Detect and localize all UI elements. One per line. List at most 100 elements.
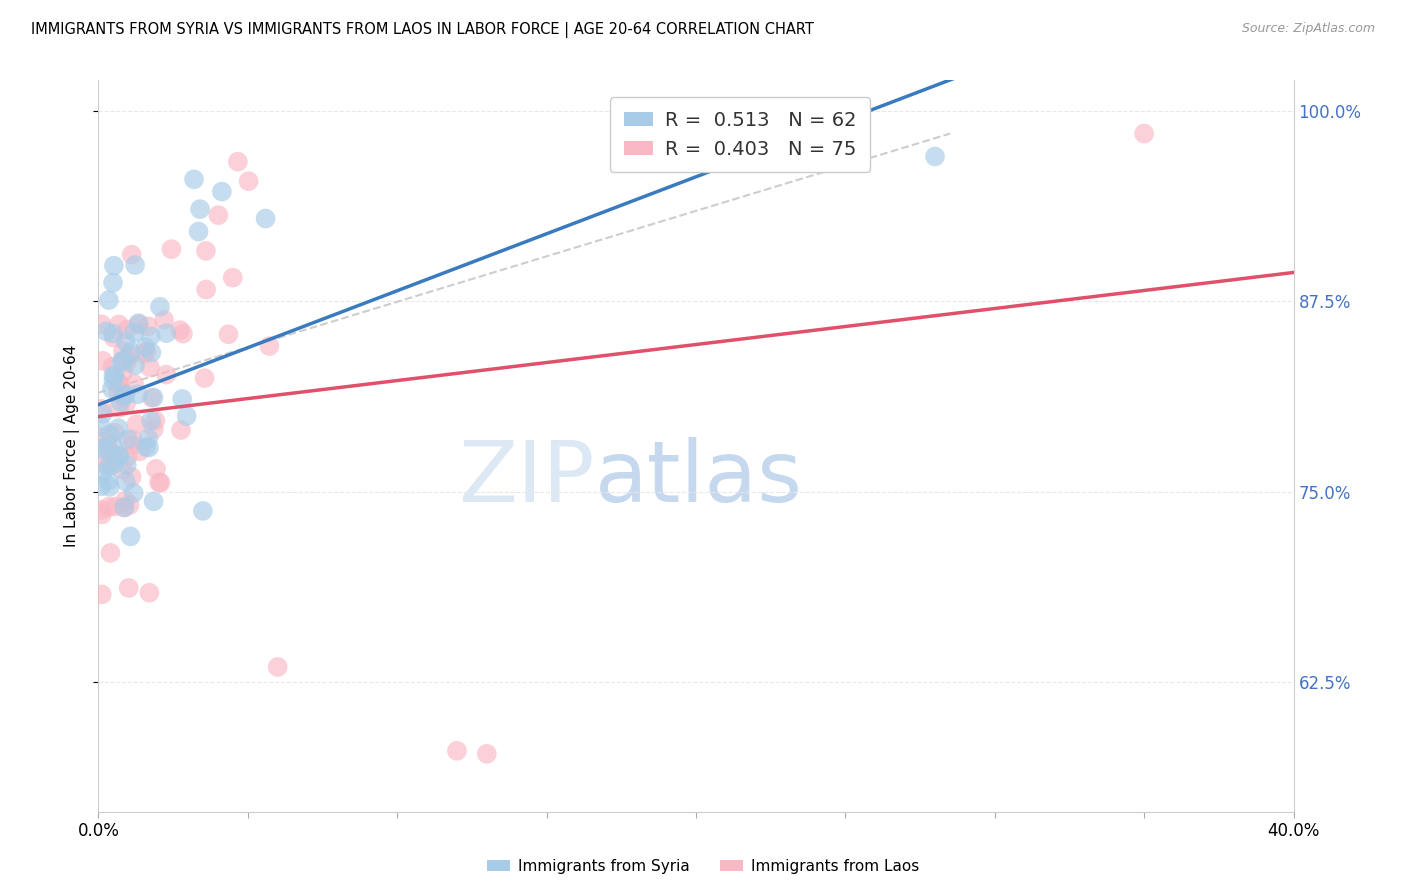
Point — [128, 318, 150, 332]
Point — [155, 368, 177, 382]
Point — [90, 503, 112, 517]
Point — [114, 389, 136, 403]
Point — [103, 458, 125, 472]
Point — [90, 479, 112, 493]
Point — [195, 283, 218, 297]
Text: IMMIGRANTS FROM SYRIA VS IMMIGRANTS FROM LAOS IN LABOR FORCE | AGE 20-64 CORRELA: IMMIGRANTS FROM SYRIA VS IMMIGRANTS FROM… — [31, 22, 814, 38]
Point — [148, 475, 170, 490]
Point — [114, 500, 136, 515]
Point — [121, 248, 143, 262]
Point — [97, 458, 120, 473]
Point — [90, 419, 112, 434]
Point — [90, 442, 112, 456]
Point — [114, 351, 136, 366]
Point — [124, 258, 146, 272]
Point — [238, 174, 260, 188]
Point — [115, 356, 138, 370]
Point — [108, 376, 131, 391]
Point — [115, 458, 138, 472]
Point — [135, 344, 157, 359]
Point — [97, 293, 120, 307]
Point — [139, 329, 162, 343]
Point — [115, 334, 138, 349]
Point — [172, 326, 194, 341]
Point — [118, 498, 141, 512]
Point — [475, 747, 498, 761]
Point — [924, 149, 946, 163]
Point — [139, 413, 162, 427]
Point — [149, 475, 172, 490]
Point — [91, 508, 114, 522]
Point — [139, 360, 162, 375]
Point — [104, 500, 127, 514]
Point — [90, 401, 112, 416]
Point — [96, 436, 118, 450]
Point — [142, 494, 165, 508]
Point — [138, 431, 160, 445]
Point — [90, 318, 112, 332]
Point — [108, 449, 131, 463]
Point — [122, 486, 145, 500]
Point — [160, 242, 183, 256]
Point — [101, 326, 124, 341]
Text: atlas: atlas — [595, 437, 803, 520]
Point — [124, 326, 146, 340]
Point — [100, 546, 122, 560]
Point — [112, 365, 135, 379]
Point — [90, 430, 112, 444]
Point — [107, 385, 129, 400]
Point — [111, 353, 134, 368]
Point — [101, 447, 124, 461]
Point — [120, 344, 142, 359]
Point — [115, 397, 138, 411]
Point — [114, 475, 136, 489]
Point — [111, 386, 134, 401]
Point — [155, 326, 177, 341]
Point — [134, 340, 156, 354]
Point — [101, 359, 124, 374]
Point — [101, 276, 124, 290]
Point — [91, 407, 114, 421]
Point — [97, 500, 120, 514]
Point — [254, 211, 277, 226]
Point — [115, 322, 138, 336]
Point — [118, 581, 141, 595]
Point — [267, 660, 290, 674]
Point — [217, 327, 239, 342]
Point — [98, 480, 121, 494]
Point — [187, 225, 209, 239]
Y-axis label: In Labor Force | Age 20-64: In Labor Force | Age 20-64 — [65, 345, 80, 547]
Point — [170, 423, 193, 437]
Point — [101, 437, 124, 451]
Point — [149, 300, 172, 314]
Point — [117, 450, 139, 464]
Point — [122, 377, 145, 392]
Point — [104, 368, 127, 383]
Point — [141, 391, 163, 405]
Point — [98, 427, 121, 442]
Point — [107, 449, 129, 463]
Point — [94, 458, 117, 472]
Point — [108, 318, 131, 332]
Legend: Immigrants from Syria, Immigrants from Laos: Immigrants from Syria, Immigrants from L… — [481, 853, 925, 880]
Point — [135, 440, 157, 454]
Point — [1133, 127, 1156, 141]
Point — [153, 313, 176, 327]
Point — [91, 354, 114, 368]
Point — [121, 438, 143, 452]
Point — [142, 391, 165, 405]
Point — [104, 425, 127, 440]
Point — [138, 441, 160, 455]
Point — [118, 349, 141, 363]
Point — [127, 387, 149, 401]
Point — [112, 500, 135, 515]
Point — [128, 444, 150, 458]
Point — [125, 417, 148, 431]
Point — [207, 208, 229, 222]
Point — [103, 331, 125, 345]
Point — [132, 347, 155, 361]
Point — [103, 368, 125, 383]
Point — [117, 432, 139, 446]
Point — [110, 394, 132, 409]
Text: ZIP: ZIP — [458, 437, 595, 520]
